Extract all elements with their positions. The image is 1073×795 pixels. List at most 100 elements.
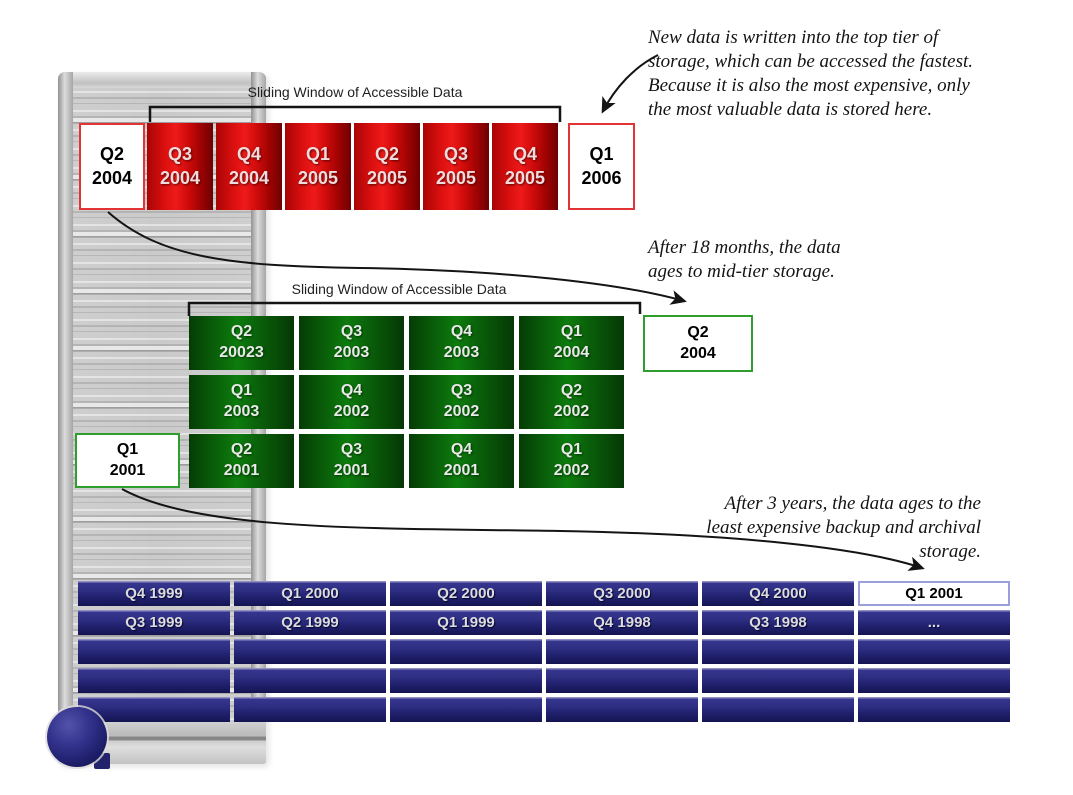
quarter-label: Q1 (230, 382, 253, 400)
quarter-label: Q3 (443, 144, 468, 165)
archive-cell (78, 697, 230, 722)
archive-cell (234, 639, 386, 664)
archive-cell (702, 697, 854, 722)
quarter-label: Q3 (340, 323, 363, 341)
year-label: 2002 (553, 462, 590, 479)
year-label: 2004 (91, 167, 133, 188)
year-label: 2002 (553, 403, 590, 420)
archive-cell (546, 697, 698, 722)
storage-tile-q3-2004: Q3 2004 (147, 123, 213, 210)
quarter-label: Q4 (450, 323, 473, 341)
year-label: 2001 (109, 461, 146, 479)
year-label: 2003 (223, 403, 260, 420)
year-label: 2003 (443, 344, 480, 361)
storage-tile-q2-20023: Q2 20023 (189, 316, 294, 370)
archive-cell: Q1 2000 (234, 581, 386, 606)
storage-tile-q1-2004: Q1 2004 (519, 316, 624, 370)
archive-cell: Q3 1999 (78, 610, 230, 635)
storage-tile-q2-2001: Q2 2001 (189, 434, 294, 488)
storage-tile-q1-2003: Q1 2003 (189, 375, 294, 429)
archive-cell (234, 697, 386, 722)
archive-cell (858, 639, 1010, 664)
year-label: 2005 (297, 167, 339, 188)
archive-cell (546, 639, 698, 664)
storage-tile-q1-2002: Q1 2002 (519, 434, 624, 488)
archive-cell: Q1 1999 (390, 610, 542, 635)
top-tier-annotation: New data is written into the top tier of… (648, 27, 974, 120)
year-label: 2001 (443, 462, 480, 479)
mid-sliding-window-label: Sliding Window of Accessible Data (291, 281, 507, 297)
blue-sphere-decoration (47, 707, 107, 767)
archive-cell (78, 668, 230, 693)
top-sliding-window-label: Sliding Window of Accessible Data (247, 84, 463, 100)
storage-tile-q4-2001: Q4 2001 (409, 434, 514, 488)
year-label: 2004 (159, 167, 201, 188)
mid-tier-incoming-box: Q2 2004 (643, 315, 753, 372)
quarter-label: Q1 (116, 440, 139, 458)
archive-cell (858, 697, 1010, 722)
year-label: 2005 (435, 167, 477, 188)
year-label: 2001 (333, 462, 370, 479)
storage-tile-q4-2003: Q4 2003 (409, 316, 514, 370)
archive-cell (390, 639, 542, 664)
archive-cell (390, 668, 542, 693)
quarter-label: Q4 (340, 382, 363, 400)
quarter-label: Q3 (167, 144, 192, 165)
storage-tile-q2-2005: Q2 2005 (354, 123, 420, 210)
archive-cell: Q4 1998 (546, 610, 698, 635)
archive-cell: Q2 1999 (234, 610, 386, 635)
storage-tile-q3-2005: Q3 2005 (423, 123, 489, 210)
quarter-label: Q1 (305, 144, 330, 165)
top-tier-window: Q3 2004 Q4 2004 Q1 2005 Q2 2005 Q3 2005 Q4 2005 (147, 123, 558, 210)
quarter-label: Q4 (450, 441, 473, 459)
storage-tile-q3-2003: Q3 2003 (299, 316, 404, 370)
year-label: 2004 (680, 344, 716, 362)
archive-cell (546, 668, 698, 693)
storage-tile-q3-2001: Q3 2001 (299, 434, 404, 488)
year-label: 2005 (504, 167, 546, 188)
server-rack-top-cap (58, 72, 266, 88)
storage-tile-q4-2005: Q4 2005 (492, 123, 558, 210)
year-label: 2006 (581, 167, 622, 188)
quarter-label: Q2 (230, 441, 253, 459)
archive-cell (390, 697, 542, 722)
quarter-label: Q2 (230, 323, 253, 341)
storage-tile-q2-2002: Q2 2002 (519, 375, 624, 429)
archive-cell (858, 668, 1010, 693)
archive-cell (702, 639, 854, 664)
year-label: 2001 (223, 462, 260, 479)
archive-cell: ... (858, 610, 1010, 635)
quarter-label: Q1 (560, 441, 583, 459)
archive-tier-grid: Q4 1999 Q1 2000 Q2 2000 Q3 2000 Q4 2000 Q1 20… (78, 581, 1010, 722)
year-label: 2005 (366, 167, 408, 188)
quarter-label: Q4 (512, 144, 537, 165)
archive-cell (702, 668, 854, 693)
quarter-label: Q3 (450, 382, 473, 400)
year-label: 2002 (333, 403, 370, 420)
archive-cell (234, 668, 386, 693)
storage-tile-q4-2004: Q4 2004 (216, 123, 282, 210)
quarter-label: Q2 (687, 323, 709, 341)
server-rack-left-rail (58, 72, 73, 764)
archive-cell: Q4 2000 (702, 581, 854, 606)
quarter-label: Q2 (99, 144, 124, 165)
archive-cell-highlight: Q1 2001 (858, 581, 1010, 606)
top-tier-aged-out-box: Q2 2004 (79, 123, 145, 210)
year-label: 20023 (219, 344, 264, 361)
quarter-label: Q1 (589, 144, 614, 165)
storage-tile-q3-2002: Q3 2002 (409, 375, 514, 429)
quarter-label: Q4 (236, 144, 261, 165)
storage-tile-q4-2002: Q4 2002 (299, 375, 404, 429)
quarter-label: Q1 (560, 323, 583, 341)
year-label: 2004 (553, 344, 590, 361)
mid-tier-annotation: After 18 months, the data ages to mid-ti… (648, 237, 841, 282)
year-label: 2004 (228, 167, 270, 188)
quarter-label: Q2 (560, 382, 583, 400)
quarter-label: Q2 (374, 144, 399, 165)
mid-tier-aged-out-box: Q1 2001 (75, 433, 180, 488)
mid-tier-window: Q2 20023 Q3 2003 Q4 2003 Q1 2004 Q1 2003 Q4 2002 Q3 2… (189, 316, 624, 488)
year-label: 2002 (443, 403, 480, 420)
top-tier-incoming-box: Q1 2006 (568, 123, 635, 210)
storage-tile-q1-2005: Q1 2005 (285, 123, 351, 210)
